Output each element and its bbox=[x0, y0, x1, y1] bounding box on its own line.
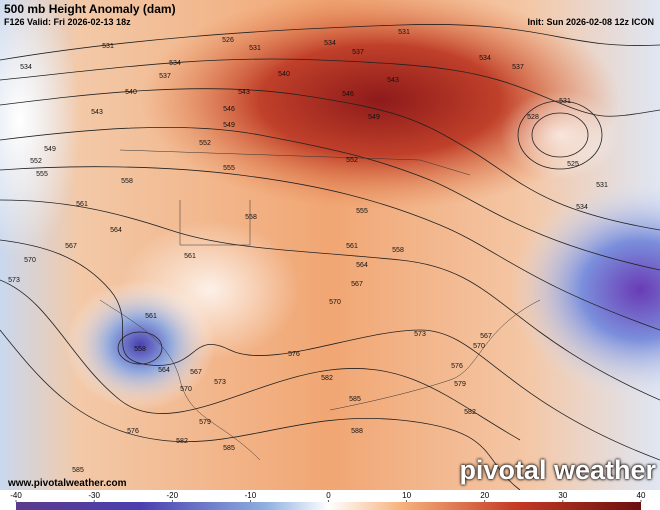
negative-anomaly bbox=[65, 280, 215, 410]
contour-label: 582 bbox=[464, 409, 476, 416]
colorbar-tick-label: 40 bbox=[637, 491, 646, 500]
contour-label: 540 bbox=[125, 89, 137, 96]
height-contours bbox=[0, 24, 660, 491]
contour-label: 570 bbox=[329, 299, 341, 306]
contour-label: 576 bbox=[451, 363, 463, 370]
contour-label: 582 bbox=[176, 438, 188, 445]
contour-label: 543 bbox=[387, 77, 399, 84]
contour-label: 570 bbox=[24, 257, 36, 264]
contour-label: 555 bbox=[36, 171, 48, 178]
colorbar-tick-label: 30 bbox=[558, 491, 567, 500]
colorbar bbox=[16, 502, 641, 510]
title: 500 mb Height Anomaly (dam) bbox=[4, 2, 176, 16]
contour-label: 570 bbox=[180, 386, 192, 393]
contour-label: 576 bbox=[288, 351, 300, 358]
contour-label: 588 bbox=[351, 428, 363, 435]
contour-label: 558 bbox=[134, 346, 146, 353]
contour-label: 531 bbox=[559, 98, 571, 105]
colorbar-ticks: -40 -30 -20 -10 0 10 20 30 40 bbox=[10, 491, 646, 502]
contour-label: 555 bbox=[223, 165, 235, 172]
contour-label: 558 bbox=[392, 247, 404, 254]
colorbar-tick-label: -20 bbox=[166, 491, 178, 500]
contour-label: 552 bbox=[199, 140, 211, 147]
contour-label: 576 bbox=[127, 428, 139, 435]
contour-label: 531 bbox=[398, 29, 410, 36]
contour-label: 561 bbox=[145, 313, 157, 320]
colorbar-tick-label: 0 bbox=[326, 491, 331, 500]
contour-label: 573 bbox=[8, 277, 20, 284]
positive-anomaly bbox=[140, 0, 620, 210]
contour-labels: 531 534 534 526 531 537 540 543 540 534 537 531 534 5… bbox=[8, 29, 608, 474]
contour-label: 534 bbox=[479, 55, 491, 62]
contour-label: 543 bbox=[91, 109, 103, 116]
contour-label: 546 bbox=[223, 106, 235, 113]
contour-label: 534 bbox=[20, 64, 32, 71]
contour-label: 526 bbox=[222, 37, 234, 44]
contour-label: 561 bbox=[346, 243, 358, 250]
contour-label: 537 bbox=[352, 49, 364, 56]
contour-label: 567 bbox=[65, 243, 77, 250]
colorbar-tick-label: -30 bbox=[88, 491, 100, 500]
contour-label: 534 bbox=[324, 40, 336, 47]
contour-label: 549 bbox=[368, 114, 380, 121]
contour-label: 567 bbox=[351, 281, 363, 288]
neutral-zone bbox=[0, 0, 80, 260]
contour-label: 567 bbox=[190, 369, 202, 376]
contour-label: 558 bbox=[245, 214, 257, 221]
colorbar-tick-label: 20 bbox=[480, 491, 489, 500]
contour-label: 531 bbox=[102, 43, 114, 50]
contour-label: 534 bbox=[169, 60, 181, 67]
contour-label: 561 bbox=[76, 201, 88, 208]
contour-label: 543 bbox=[238, 89, 250, 96]
contour-label: 564 bbox=[110, 227, 122, 234]
init-time: Init: Sun 2026-02-08 12z ICON bbox=[527, 17, 654, 27]
colorbar-tick-label: -10 bbox=[245, 491, 257, 500]
contour-label: 537 bbox=[159, 73, 171, 80]
neutral-zone bbox=[500, 90, 620, 180]
contour-label: 531 bbox=[249, 45, 261, 52]
contour-label: 582 bbox=[321, 375, 333, 382]
borders bbox=[99, 149, 541, 461]
contour-label: 579 bbox=[454, 381, 466, 388]
contour-label: 564 bbox=[356, 262, 368, 269]
contour-label: 558 bbox=[121, 178, 133, 185]
contour-label: 570 bbox=[473, 343, 485, 350]
contour-label: 537 bbox=[512, 64, 524, 71]
contour-label: 585 bbox=[223, 445, 235, 452]
contour-label: 531 bbox=[596, 182, 608, 189]
contour-label: 573 bbox=[414, 331, 426, 338]
contour-label: 564 bbox=[158, 367, 170, 374]
contour-label: 546 bbox=[342, 91, 354, 98]
contour-label: 579 bbox=[199, 419, 211, 426]
logo: pivotal weather bbox=[459, 455, 656, 485]
contour-label: 549 bbox=[44, 146, 56, 153]
contour-label: 552 bbox=[346, 157, 358, 164]
contour-label: 540 bbox=[278, 71, 290, 78]
colorbar-tick-label: 10 bbox=[402, 491, 411, 500]
contour-label: 573 bbox=[214, 379, 226, 386]
contour-label: 567 bbox=[480, 333, 492, 340]
contour-label: 552 bbox=[30, 158, 42, 165]
contour-label: 585 bbox=[349, 396, 361, 403]
contour-label: 528 bbox=[527, 114, 539, 121]
contour-label: 534 bbox=[576, 204, 588, 211]
colorbar-tick-label: -40 bbox=[10, 491, 22, 500]
contour-label: 585 bbox=[72, 467, 84, 474]
contour-label: 525 bbox=[567, 161, 579, 168]
valid-time: F126 Valid: Fri 2026-02-13 18z bbox=[4, 17, 131, 27]
negative-anomaly bbox=[510, 180, 660, 400]
contour-label: 555 bbox=[356, 208, 368, 215]
contour-label: 549 bbox=[223, 122, 235, 129]
contour-label: 561 bbox=[184, 253, 196, 260]
website: www.pivotalweather.com bbox=[8, 478, 127, 489]
